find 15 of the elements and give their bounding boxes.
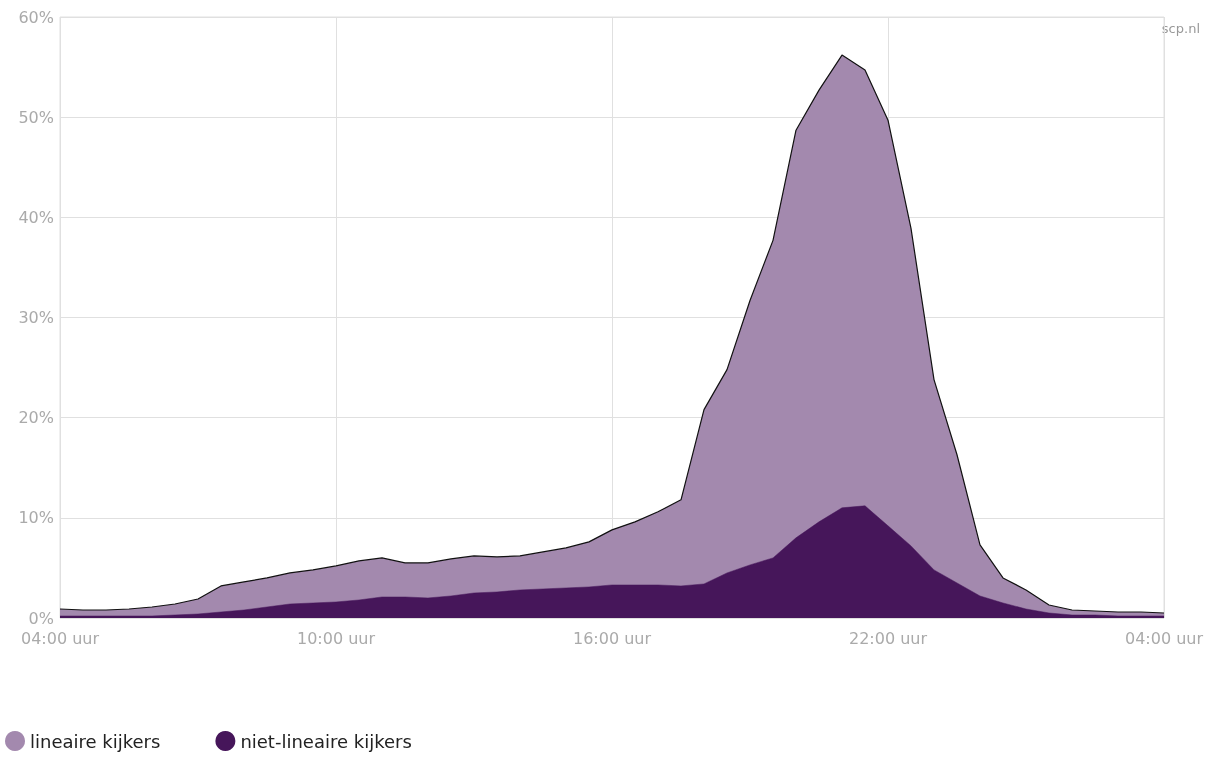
x-tick-label: 10:00 uur: [296, 628, 376, 648]
x-tick-label: 16:00 uur: [572, 628, 652, 648]
x-tick-label: 04:00 uur: [20, 628, 100, 648]
annotation: scp.nl: [1161, 21, 1200, 36]
y-tick-label: 50%: [18, 107, 54, 127]
y-tick-label: 40%: [18, 207, 54, 227]
y-tick-label: 10%: [18, 508, 54, 528]
x-tick-label: 04:00 uur: [1124, 628, 1204, 648]
legend-label: lineaire kijkers: [30, 730, 161, 752]
y-tick-label: 30%: [18, 308, 54, 327]
legend-label: niet-lineaire kijkers: [240, 730, 412, 752]
y-tick-label: 20%: [18, 408, 54, 428]
y-tick-label: 0%: [28, 608, 54, 628]
x-tick-label: 22:00 uur: [848, 628, 928, 648]
y-tick-label: 60%: [18, 7, 54, 27]
